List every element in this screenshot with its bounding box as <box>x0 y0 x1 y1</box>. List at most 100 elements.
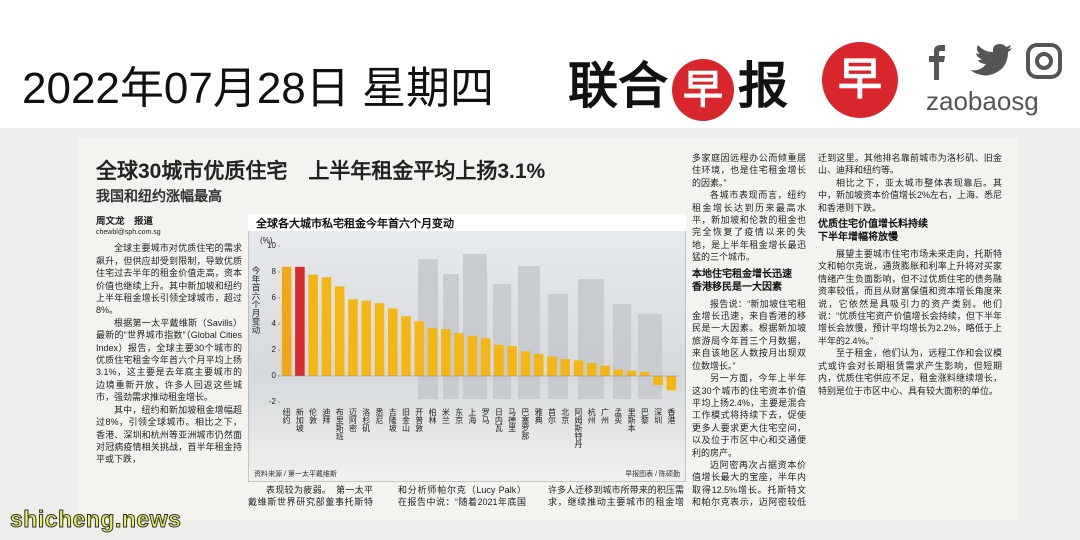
bar <box>507 346 517 376</box>
x-tick-label: 旧金山 <box>402 408 411 433</box>
chart-title-bar <box>248 214 686 231</box>
x-tick-label: 广州 <box>601 407 610 424</box>
x-tick-label: 东京 <box>455 407 464 425</box>
paragraph: 至于租金，他们认为，远程工作和会议模式或许会对长期租赁需求产生影响，但短期内，优… <box>818 348 1002 396</box>
badge: 早 <box>822 42 898 118</box>
bar <box>613 369 624 376</box>
y-tick-label: -2 <box>269 397 277 406</box>
bottom-column: 表现较为疲弱。 第一太平戴维斯世界研究部董事托斯特文（Paul Tostevin… <box>248 484 373 510</box>
chart-title: 全球各大城市私宅租金今年首六个月变动 <box>255 216 454 230</box>
x-tick-label: 北京 <box>561 408 570 425</box>
paragraph: 各城市表现而言，纽约租金增长达到历来最高水平，新加坡和伦敦的租金也完全恢复了疫情… <box>692 190 806 263</box>
bar <box>441 329 451 376</box>
x-tick-label: 米兰 <box>441 407 450 424</box>
heading-line: 优质住宅价值增长料持续 <box>818 219 928 231</box>
paragraph: 根据第一太平戴维斯（Savills）最新的“世界城市指数”（Global Cit… <box>96 317 242 403</box>
logo-part: 早 <box>672 59 734 121</box>
bar <box>401 316 411 376</box>
paragraph: 展望主要城市住宅市场未来走向，托斯特文和帕尔克说，通货膨胀和利率上升将对买家情绪… <box>818 249 1002 346</box>
date: 2022年07月28日 星期四 <box>22 64 494 113</box>
bar <box>626 370 637 376</box>
email: chewbl@sph.com.sg <box>96 229 161 237</box>
bar <box>361 300 372 376</box>
bottom-column: 和分析师帕尔克（Lucy Palk）在报告中说：“随着2021年底国际边界重新开… <box>398 484 526 510</box>
instagram-lens <box>1035 52 1053 70</box>
bar <box>295 266 305 376</box>
y-tick-label: 4 <box>272 319 277 328</box>
social-icons <box>929 43 1062 80</box>
bottom-column: 许多人迁移到城市所带来的积压需求，继续推动主要城市的租金增长。此外，商务旅游复苏… <box>548 484 684 510</box>
bar <box>666 376 677 391</box>
paragraph: 相比之下，亚太城市整体表现靠后。其中，新加坡资本价值增长2%左右，上海、悉尼和香… <box>818 177 1002 213</box>
bar <box>600 365 610 376</box>
x-tick-label: 罗马 <box>481 408 490 425</box>
bar <box>281 266 292 376</box>
bar <box>653 376 663 386</box>
x-tick-label: 迪拜 <box>322 407 331 425</box>
y-tick-label: 8 <box>272 267 277 276</box>
chart-source: 资料来源 / 第一太平戴维斯 <box>254 469 337 478</box>
bar <box>573 360 584 376</box>
x-tick-label: 阿姆斯特丹 <box>574 408 583 449</box>
y-tick-label: 10 <box>267 241 276 250</box>
x-tick-label: 柏林 <box>428 407 437 425</box>
handle: zaobaosg <box>926 86 1039 116</box>
subheadline: 我国和纽约涨幅最高 <box>96 188 222 204</box>
x-tick-label: 上海 <box>468 408 477 425</box>
paragraph: 表现较为疲弱。 第一太平戴维斯世界研究部董事托斯特文（Paul Tostevin… <box>248 485 373 510</box>
bar <box>520 351 531 376</box>
facebook-icon[interactable] <box>929 45 945 80</box>
byline: 周文龙 报道 <box>96 216 154 227</box>
section-heading: 优质住宅价值增长料持续 下半年增幅将放慢 <box>818 218 1002 244</box>
bar <box>321 277 332 376</box>
instagram-icon[interactable] <box>1026 43 1062 79</box>
y-unit: (%) <box>260 236 273 245</box>
x-tick-label: 里斯本 <box>627 408 636 433</box>
paragraph: 迁到这里。其他排名靠前城市为洛杉矶、旧金山、迪拜和纽约等。 <box>818 153 1002 176</box>
paragraph: 许多人迁移到城市所带来的积压需求，继续推动主要城市的租金增长。此外，商务旅游复苏… <box>548 485 684 510</box>
masthead: 2022年07月28日 星期四 联合早报 早 zaobaosg <box>0 0 1080 128</box>
x-tick-label: 日内瓦 <box>494 408 503 433</box>
bar <box>560 359 571 376</box>
bar <box>374 303 385 376</box>
heading-line: 香港移民是一大因素 <box>692 281 782 293</box>
x-tick-label: 吉隆坡 <box>388 408 397 433</box>
x-tick-label: 洛杉矶 <box>362 407 371 433</box>
x-tick-label: 新加坡 <box>295 407 304 433</box>
paragraph: 迈阿密再次占据资本价值增长最大的宝座，半年内取得12.5%增长。托斯特文和帕尔克… <box>692 459 806 510</box>
chart-credit: 早报图表 / 陈硕勤 <box>625 469 680 478</box>
bar <box>480 338 491 376</box>
y-tick-label: 2 <box>272 345 277 354</box>
right-column: 多家庭因远程办公而倾重居住环境，也是住宅租金增长的因素。” 各城市表现而言，纽约… <box>692 152 806 510</box>
bar <box>547 356 557 376</box>
logo-part: 报 <box>738 56 788 115</box>
paragraph: 另一方面，今年上半年这30个城市的住宅资本价值平均上扬2.4%，主要是混合工作模… <box>692 373 806 458</box>
bar <box>533 353 544 376</box>
bar <box>640 372 650 376</box>
heading-line: 下半年增幅将放慢 <box>818 232 898 244</box>
x-tick-label: 伦敦 <box>309 407 318 425</box>
section-heading: 本地住宅租金增长迅速 香港移民是一大因素 <box>692 268 806 294</box>
x-tick-label: 开普敦 <box>415 408 424 433</box>
x-tick-label: 雅典 <box>534 407 543 425</box>
bar <box>586 363 597 376</box>
x-tick-label: 孟买 <box>614 407 623 425</box>
heading-line: 本地住宅租金增长迅速 <box>692 268 792 280</box>
logo: 联合早报 <box>568 46 788 121</box>
x-tick-label: 布里斯班 <box>335 407 344 441</box>
x-tick-label: 悉尼 <box>375 407 384 425</box>
x-tick-label: 马德里 <box>508 408 517 432</box>
x-tick-label: 巴塞罗那 <box>521 408 530 441</box>
x-tick-label: 杭州 <box>587 407 596 424</box>
y-tick-label: 0 <box>272 371 277 380</box>
bar <box>414 321 425 376</box>
y-tick-label: 6 <box>272 293 277 302</box>
left-column: 周文龙 报道 chewbl@sph.com.sg 全球主要城市对优质住宅的需求飙… <box>96 216 242 504</box>
paragraph: 全球主要城市对优质住宅的需求飙升，但供应却受到限制，导致优质住宅过去半年的租金价… <box>96 243 242 316</box>
bar <box>348 299 358 376</box>
logo-part: 联合 <box>568 56 668 115</box>
paragraph: 报告说：“新加坡住宅租金增长迅速，来自香港的移民是一大因素。根据新加坡旅游局今年… <box>692 298 806 371</box>
twitter-icon[interactable] <box>970 44 1012 76</box>
bar <box>454 333 464 376</box>
bar <box>467 335 478 376</box>
